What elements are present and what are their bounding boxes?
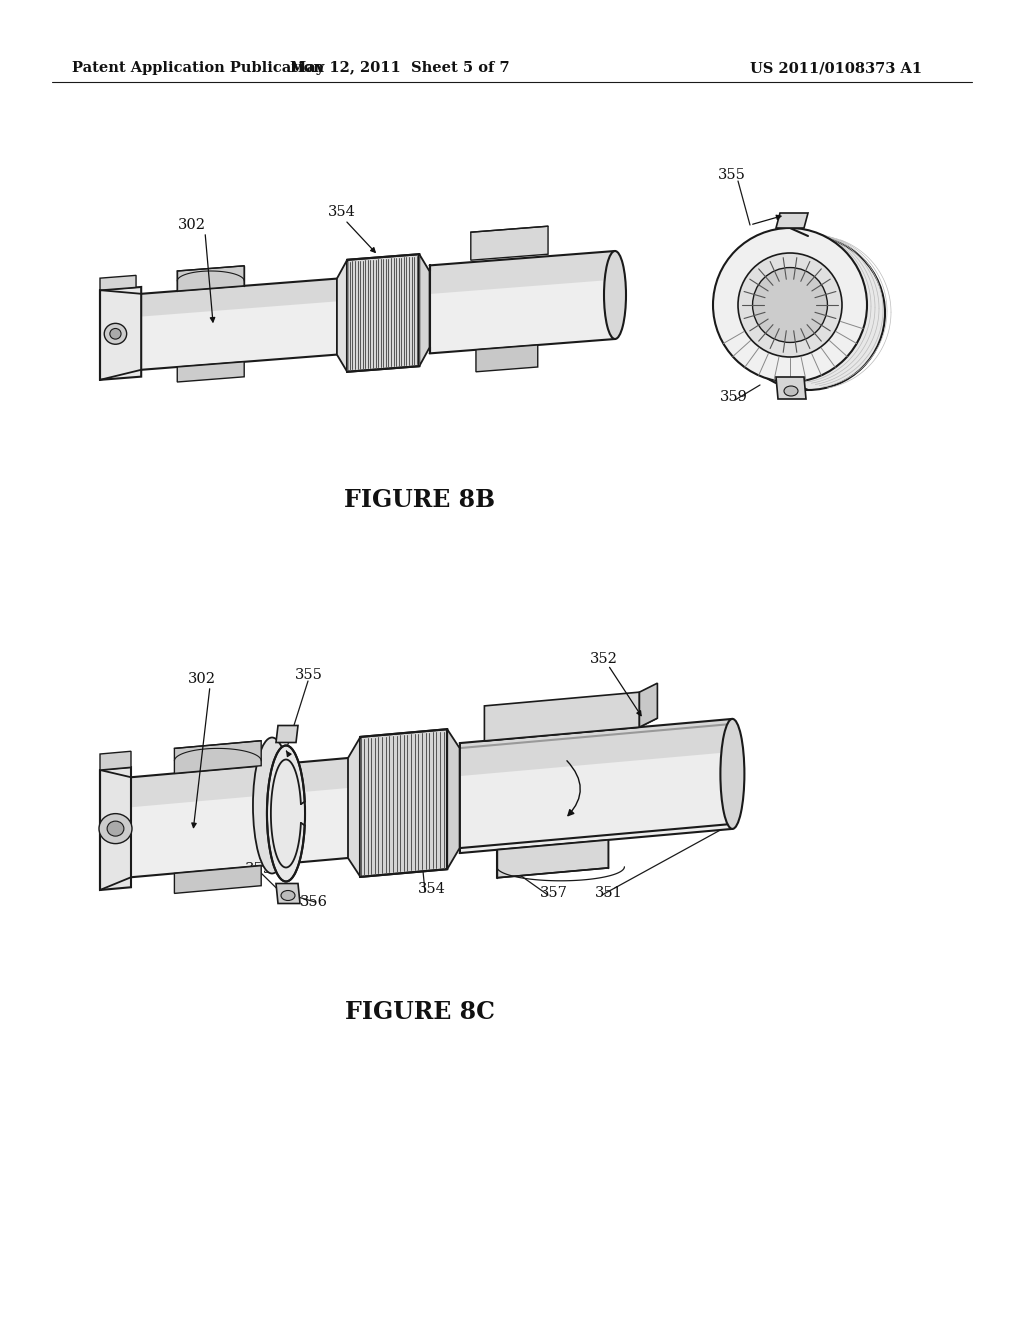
Polygon shape bbox=[348, 737, 360, 876]
Polygon shape bbox=[276, 883, 300, 903]
Text: 302: 302 bbox=[178, 218, 206, 232]
Polygon shape bbox=[100, 286, 141, 380]
Ellipse shape bbox=[731, 236, 885, 389]
Text: 357: 357 bbox=[540, 886, 568, 900]
Ellipse shape bbox=[753, 268, 827, 342]
Ellipse shape bbox=[108, 821, 124, 836]
Ellipse shape bbox=[604, 251, 626, 339]
Text: 352: 352 bbox=[590, 652, 617, 667]
Polygon shape bbox=[360, 729, 447, 876]
Ellipse shape bbox=[267, 746, 305, 882]
Ellipse shape bbox=[738, 253, 842, 356]
Polygon shape bbox=[131, 723, 732, 878]
Polygon shape bbox=[476, 345, 538, 372]
Text: 359: 359 bbox=[245, 862, 272, 876]
Polygon shape bbox=[174, 741, 261, 774]
Polygon shape bbox=[447, 729, 460, 869]
Text: 354: 354 bbox=[328, 205, 356, 219]
Polygon shape bbox=[776, 378, 806, 399]
Polygon shape bbox=[141, 257, 615, 370]
Text: May 12, 2011  Sheet 5 of 7: May 12, 2011 Sheet 5 of 7 bbox=[290, 61, 510, 75]
Ellipse shape bbox=[99, 813, 132, 843]
Ellipse shape bbox=[104, 323, 127, 345]
Polygon shape bbox=[460, 719, 732, 853]
Polygon shape bbox=[337, 260, 347, 372]
Polygon shape bbox=[639, 684, 657, 727]
Ellipse shape bbox=[784, 385, 798, 396]
Polygon shape bbox=[131, 723, 732, 808]
Text: 355: 355 bbox=[295, 668, 323, 682]
Polygon shape bbox=[419, 255, 430, 366]
Polygon shape bbox=[776, 213, 808, 228]
Text: Patent Application Publication: Patent Application Publication bbox=[72, 61, 324, 75]
Text: 359: 359 bbox=[720, 389, 748, 404]
Polygon shape bbox=[347, 255, 419, 372]
Polygon shape bbox=[100, 767, 131, 890]
Polygon shape bbox=[460, 719, 732, 776]
Text: 351: 351 bbox=[595, 886, 623, 900]
Polygon shape bbox=[174, 866, 261, 894]
Polygon shape bbox=[430, 251, 615, 354]
Polygon shape bbox=[484, 718, 657, 741]
Text: 354: 354 bbox=[418, 882, 445, 896]
Polygon shape bbox=[497, 840, 608, 878]
Polygon shape bbox=[484, 692, 639, 741]
Polygon shape bbox=[471, 226, 548, 260]
Ellipse shape bbox=[721, 719, 744, 829]
Text: 356: 356 bbox=[300, 895, 328, 909]
Ellipse shape bbox=[713, 228, 867, 381]
Polygon shape bbox=[100, 751, 131, 770]
Text: FIGURE 8C: FIGURE 8C bbox=[345, 1001, 495, 1024]
Text: FIGURE 8B: FIGURE 8B bbox=[344, 488, 496, 512]
Polygon shape bbox=[177, 362, 244, 381]
Polygon shape bbox=[141, 257, 615, 317]
Ellipse shape bbox=[253, 738, 291, 874]
Polygon shape bbox=[430, 251, 615, 294]
Text: 302: 302 bbox=[188, 672, 216, 686]
Text: 355: 355 bbox=[718, 168, 745, 182]
Ellipse shape bbox=[110, 329, 121, 339]
Polygon shape bbox=[100, 276, 136, 290]
Polygon shape bbox=[276, 726, 298, 742]
Polygon shape bbox=[177, 265, 244, 290]
Ellipse shape bbox=[281, 891, 295, 900]
Text: US 2011/0108373 A1: US 2011/0108373 A1 bbox=[750, 61, 923, 75]
